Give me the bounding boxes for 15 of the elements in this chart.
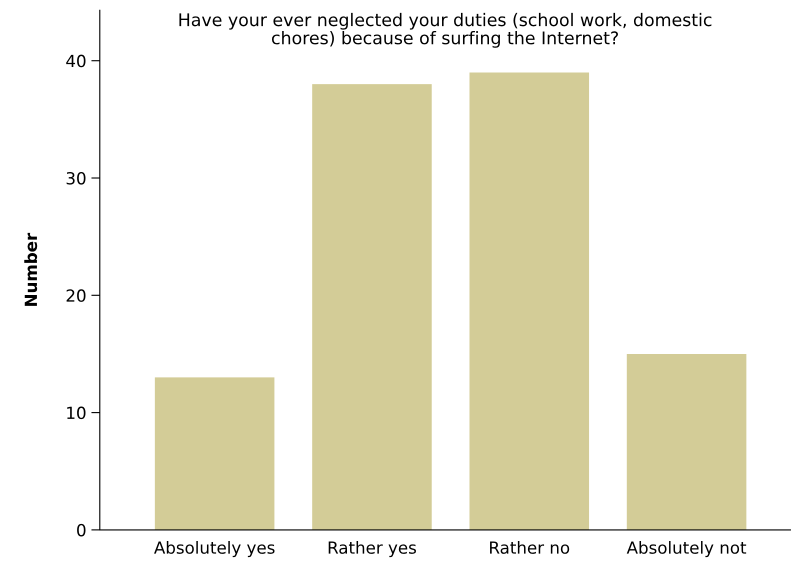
x-tick-label: Rather no [490,541,570,554]
y-tick-label: 0 [77,524,86,536]
bar [154,377,274,530]
x-tick-label: Rather yes [328,541,416,558]
y-tick-label: 10 [67,406,86,420]
x-tick-label: Absolutely not [626,541,746,558]
y-axis-title: Number [24,232,38,306]
text: Have your ever neglected your duties (school work, domestic chores) because of surfing the Internet? [179,12,712,48]
bar [626,354,746,530]
bar [469,72,590,530]
y-tick-label: 30 [66,172,86,185]
x-tick-label: Absolutely yes [154,541,275,558]
y-tick-label: 20 [66,289,86,302]
bar [312,84,432,530]
y-tick-label: 40 [66,54,86,68]
